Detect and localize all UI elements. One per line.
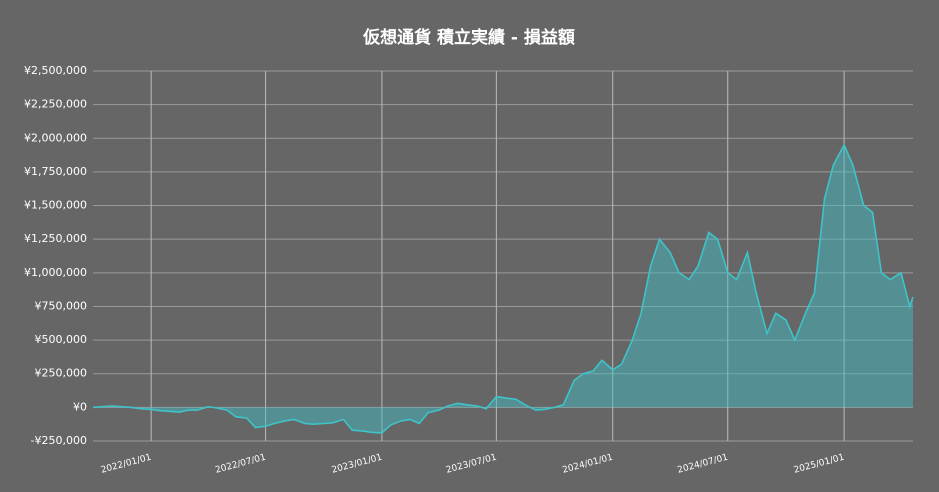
y-tick-label: ¥750,000 — [35, 299, 88, 312]
y-tick-label: ¥500,000 — [35, 333, 88, 346]
y-tick-label: ¥0 — [73, 400, 87, 413]
y-tick-label: -¥250,000 — [31, 434, 87, 447]
y-tick-label: ¥2,250,000 — [24, 98, 87, 111]
area — [93, 145, 913, 433]
y-tick-label: ¥1,000,000 — [24, 266, 87, 279]
y-tick-label: ¥2,000,000 — [24, 131, 87, 144]
y-tick-label: ¥2,500,000 — [24, 64, 87, 77]
line — [92, 143, 914, 434]
y-tick-label: ¥1,500,000 — [24, 199, 87, 212]
chart-title: 仮想通貨 積立実績 - 損益額 — [362, 27, 575, 48]
y-tick-label: ¥250,000 — [35, 367, 88, 380]
y-tick-label: ¥1,250,000 — [24, 232, 87, 245]
y-tick-label: ¥1,750,000 — [24, 165, 87, 178]
